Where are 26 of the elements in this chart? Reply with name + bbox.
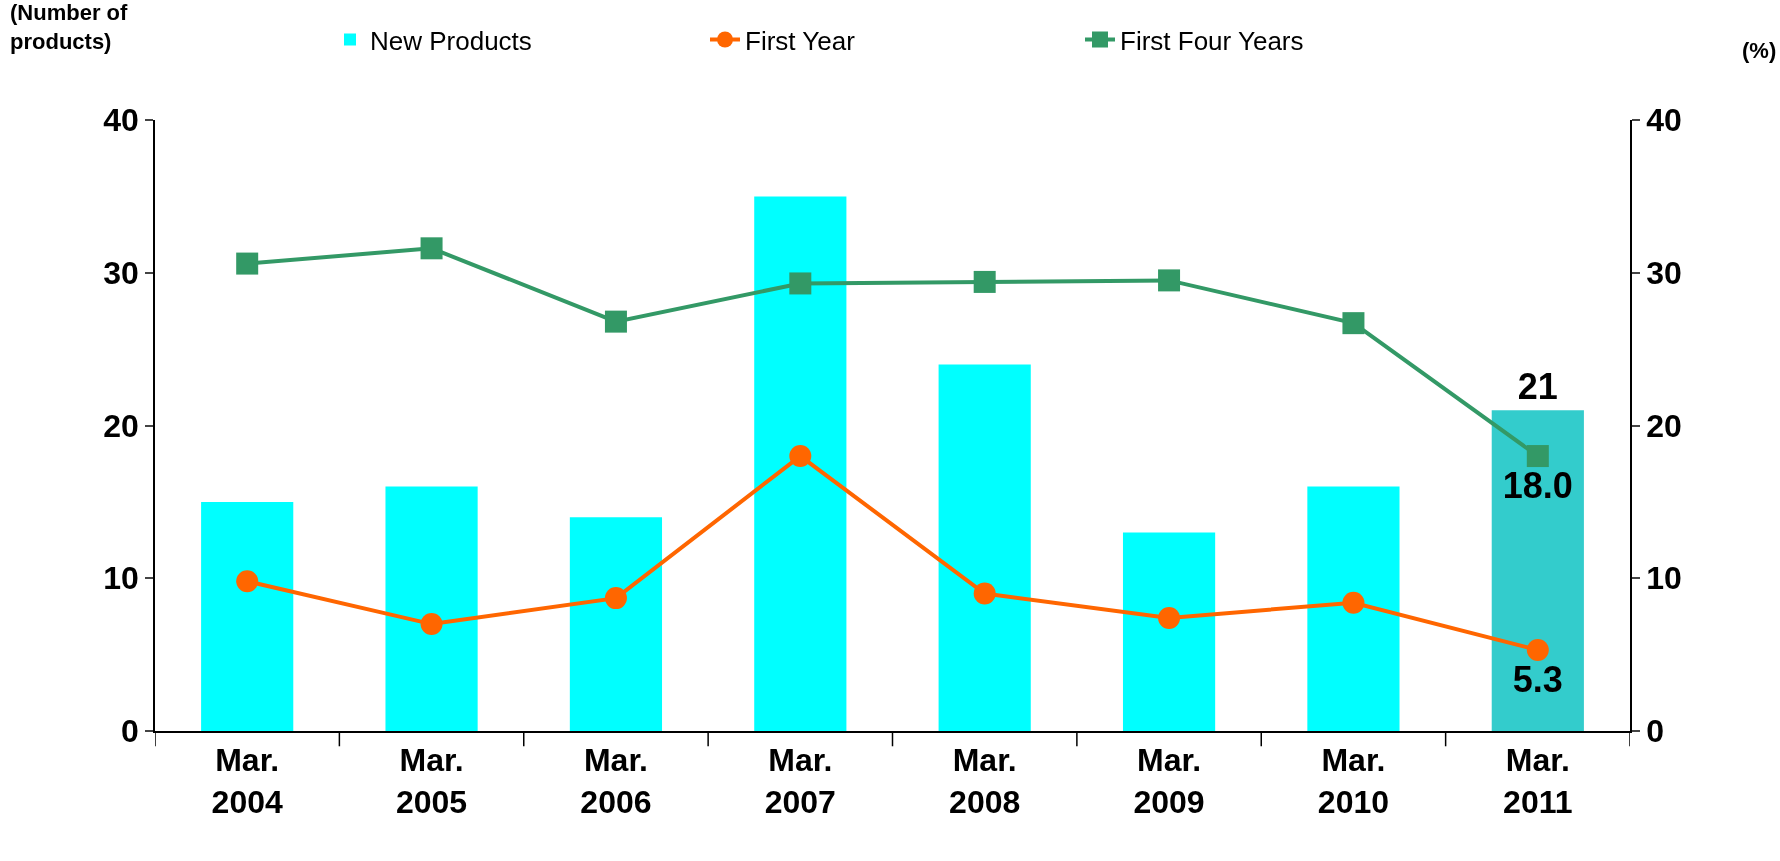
x-tick-label: Mar. 2007 <box>764 742 836 820</box>
legend-label: First Year <box>745 25 856 56</box>
y-tick-label: 30 <box>103 254 139 291</box>
y2-tick-label: 20 <box>1646 407 1682 444</box>
y-tick-label: 40 <box>103 102 139 139</box>
data-label: 18.0 <box>1502 464 1573 506</box>
legend-label: First Four Years <box>1120 25 1304 56</box>
x-tick-label: Mar. 2005 <box>395 742 468 820</box>
y-tick-label: 10 <box>103 560 139 597</box>
x-tick-label: Mar. 2010 <box>1317 742 1390 820</box>
x-tick-label: Mar. 2011 <box>1503 742 1573 820</box>
data-label: 21 <box>1517 366 1558 408</box>
y2-tick-label: 30 <box>1646 254 1682 291</box>
x-tick-label: Mar. 2008 <box>949 742 1021 820</box>
y-tick-label: 20 <box>103 407 139 444</box>
x-tick-label: Mar. 2006 <box>580 742 652 820</box>
y2-tick-label: 40 <box>1646 102 1682 139</box>
x-tick-label: Mar. 2009 <box>1133 742 1205 820</box>
x-tick-label: Mar. 2004 <box>211 742 283 820</box>
data-label: 5.3 <box>1512 658 1563 700</box>
y2-axis-title: (%) <box>1742 38 1777 63</box>
y2-tick-label: 0 <box>1646 713 1664 750</box>
y-tick-label: 0 <box>121 713 139 750</box>
legend-label: New Products <box>370 25 532 56</box>
y-axis-title: (Number of products) <box>10 0 128 54</box>
y2-tick-label: 10 <box>1646 560 1682 597</box>
